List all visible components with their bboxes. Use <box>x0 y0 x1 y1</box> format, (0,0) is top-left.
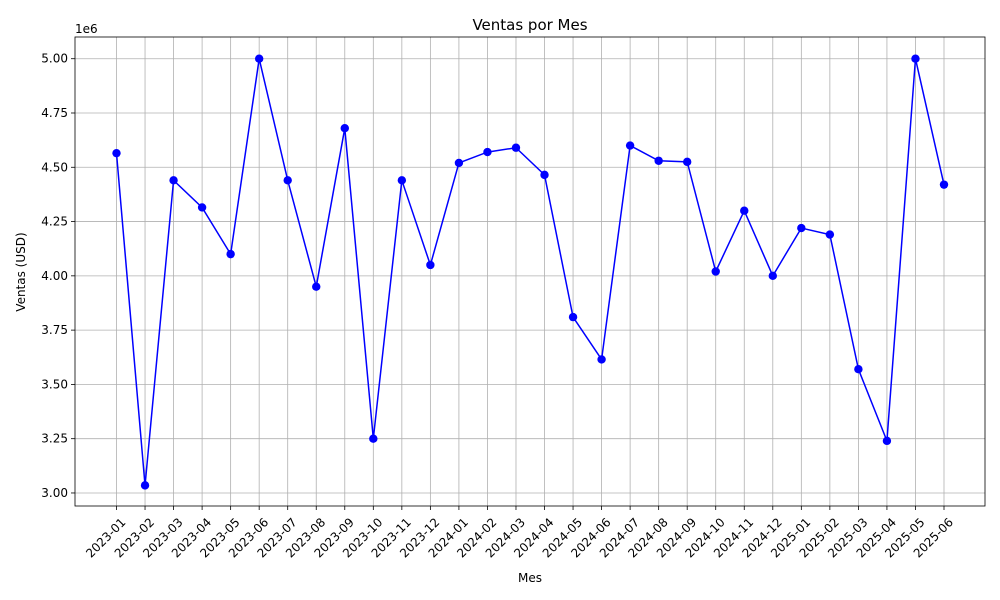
data-point <box>682 157 692 167</box>
axes <box>71 36 986 510</box>
data-point <box>882 436 892 446</box>
data-point <box>625 141 635 150</box>
data-point <box>768 271 777 281</box>
y-axis-label: Ventas (USD) <box>14 232 28 311</box>
data-point <box>711 267 720 276</box>
data-point <box>254 54 264 63</box>
data-point <box>226 249 235 259</box>
data-point <box>568 312 578 322</box>
data-point <box>340 123 349 133</box>
data-point <box>740 206 749 215</box>
y-tick-label: 4.50 <box>41 160 68 174</box>
data-point <box>825 230 835 239</box>
y-offset-label: 1e6 <box>75 22 98 36</box>
y-tick-label: 3.00 <box>41 486 68 500</box>
data-point <box>283 176 292 185</box>
y-tick-label: 3.75 <box>41 323 68 337</box>
data-point <box>169 176 178 185</box>
data-point <box>797 223 806 233</box>
data-point <box>112 148 121 158</box>
y-tick-label: 4.25 <box>41 215 68 229</box>
y-tick-label: 3.50 <box>41 377 68 391</box>
series-line <box>112 54 949 490</box>
data-point <box>511 143 521 152</box>
y-tick-label: 4.00 <box>41 269 68 283</box>
y-tick-label: 4.75 <box>41 106 68 120</box>
series-polyline <box>115 58 945 486</box>
x-axis-label: Mes <box>518 571 542 585</box>
data-point <box>397 176 407 185</box>
data-point <box>426 260 435 270</box>
data-point <box>197 203 207 212</box>
data-point <box>312 282 321 291</box>
data-point <box>140 481 150 490</box>
grid <box>75 37 985 506</box>
data-point <box>540 170 549 180</box>
chart-title: Ventas por Mes <box>472 16 587 34</box>
data-point <box>454 158 464 168</box>
data-point <box>854 365 863 374</box>
data-point <box>483 147 492 157</box>
data-point <box>654 156 663 165</box>
data-point <box>939 180 949 189</box>
data-point <box>911 54 920 63</box>
plot-frame <box>74 36 986 507</box>
data-point <box>369 434 378 443</box>
y-tick-label: 5.00 <box>41 52 68 66</box>
data-point <box>597 355 606 364</box>
y-tick-label: 3.25 <box>41 432 68 446</box>
